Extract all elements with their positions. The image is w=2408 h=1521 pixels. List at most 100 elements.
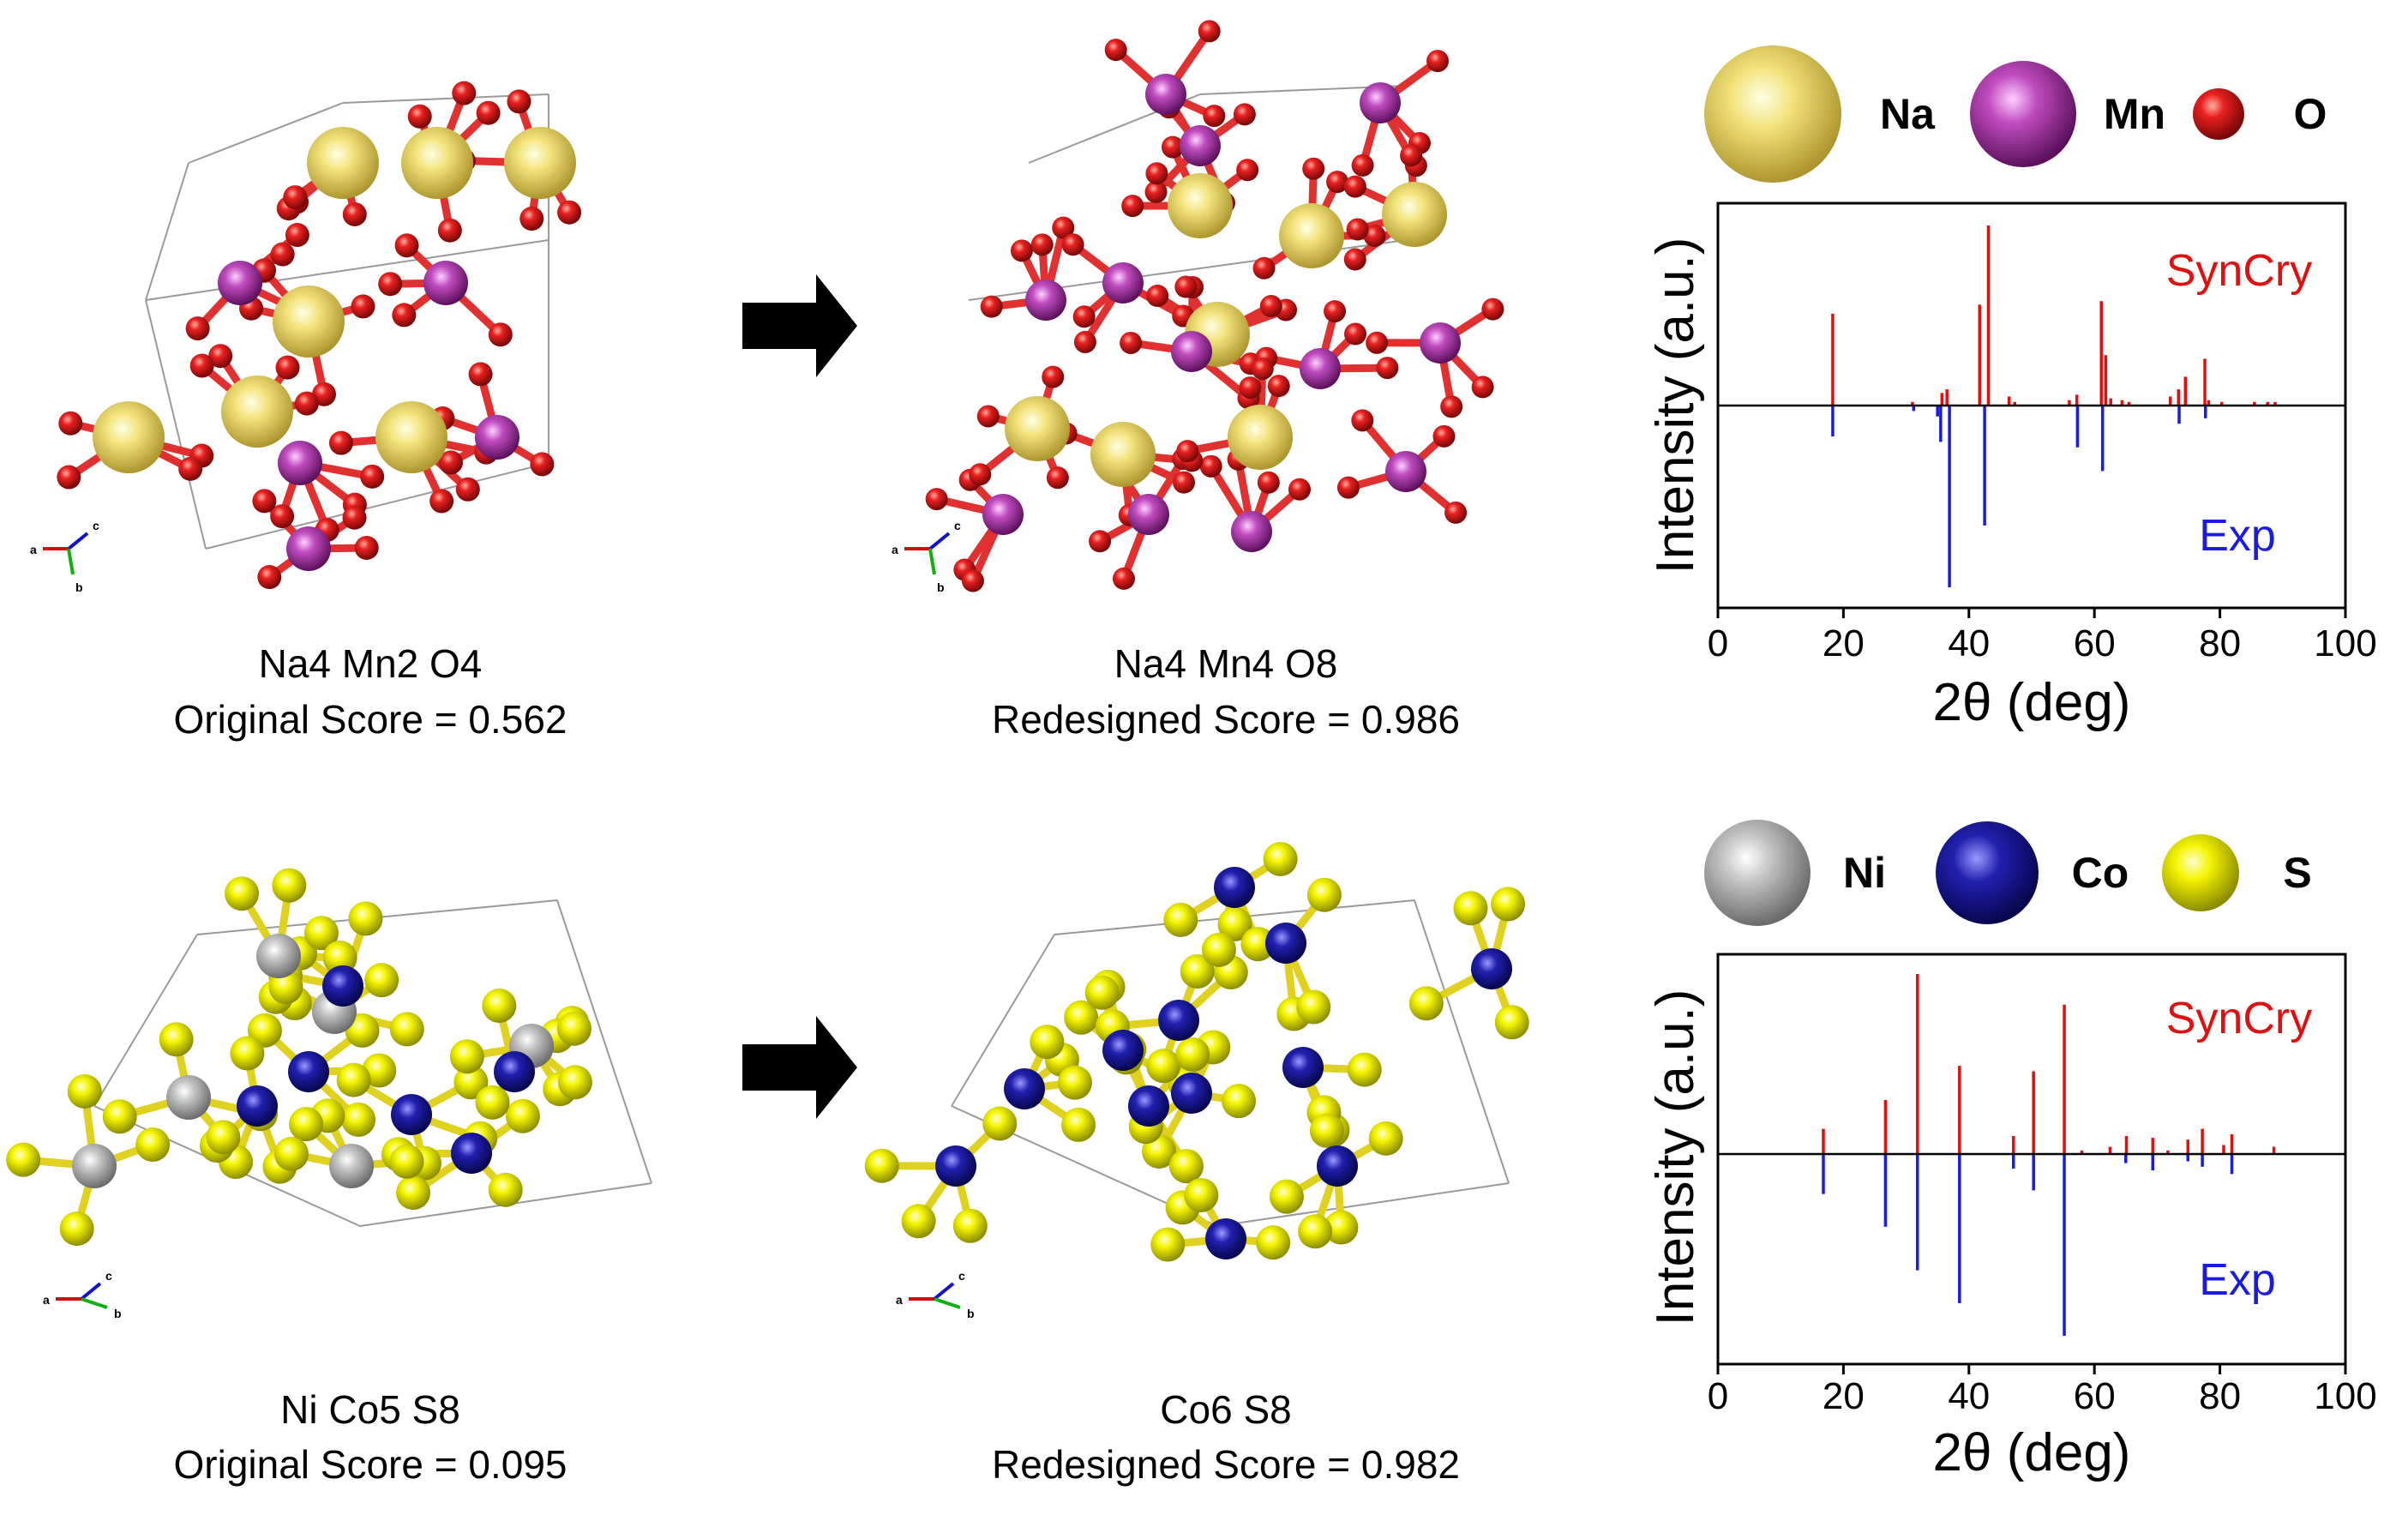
mn-atom <box>1420 322 1461 364</box>
s-atom <box>1491 887 1525 921</box>
s-atom <box>558 1065 592 1099</box>
s-atom <box>6 1143 40 1177</box>
o-atom <box>1426 50 1449 72</box>
s-atom <box>982 1106 1017 1140</box>
x-tick-label: 0 <box>1708 1375 1728 1417</box>
o-atom <box>1176 440 1198 462</box>
o-atom <box>1174 276 1197 298</box>
s-atom <box>1270 1180 1304 1214</box>
o-atom <box>438 219 462 243</box>
s-atom <box>557 1012 591 1046</box>
axis-b-arrow <box>930 549 934 574</box>
s-atom <box>1085 976 1120 1010</box>
o-atom <box>276 356 300 380</box>
s-atom <box>1184 1178 1218 1212</box>
x-tick-label: 80 <box>2199 622 2241 664</box>
o-atom <box>1444 502 1467 524</box>
x-tick-label: 100 <box>2314 622 2376 664</box>
y-axis-label: Intensity (a.u.) <box>1646 989 1705 1326</box>
o-atom <box>1253 257 1276 280</box>
o-atom <box>452 81 476 105</box>
axis-c-arrow <box>934 1284 953 1299</box>
na-atom <box>1228 405 1293 470</box>
o-atom <box>1042 366 1064 388</box>
s-atom <box>159 1022 194 1056</box>
legend-label: Ni <box>1843 849 1886 897</box>
s-atom <box>506 1099 540 1133</box>
o-atom <box>1366 332 1388 354</box>
o-atom <box>351 294 375 318</box>
mn-atom <box>423 261 468 305</box>
co-atom <box>494 1051 535 1092</box>
o-atom <box>557 201 581 225</box>
s-atom <box>364 963 399 997</box>
s-atom <box>396 1175 430 1210</box>
na-atom <box>401 127 473 199</box>
o-atom <box>1347 218 1369 240</box>
o-atom <box>477 101 501 125</box>
mn-atom <box>1180 125 1221 166</box>
axis-c-arrow <box>930 533 949 549</box>
co-atom <box>1205 1218 1246 1259</box>
s-atom <box>390 1012 424 1046</box>
mn-atom <box>1360 82 1401 123</box>
annotation-syncry: SynCry <box>2166 246 2312 296</box>
co-atom <box>935 1145 976 1187</box>
mn-atom <box>1300 348 1341 389</box>
o-atom <box>1260 295 1282 317</box>
o-atom <box>392 303 416 327</box>
original-formula: Ni Co5 S8 <box>280 1387 460 1432</box>
annotation-exp: Exp <box>2199 1255 2276 1305</box>
s-atom <box>865 1149 899 1183</box>
o-atom <box>1288 478 1311 501</box>
annotation-syncry: SynCry <box>2166 994 2312 1043</box>
original-score: Original Score = 0.562 <box>174 697 567 742</box>
o-atom <box>1121 195 1144 217</box>
co-atom <box>1004 1068 1045 1109</box>
o-atom <box>295 392 319 416</box>
axis-c-arrow <box>81 1284 100 1299</box>
o-atom <box>1376 357 1398 379</box>
mn-atom <box>1128 494 1169 535</box>
axis-a-label: a <box>892 543 898 556</box>
o-atom <box>1440 395 1462 418</box>
mn-atom <box>1231 511 1272 552</box>
o-atom <box>1203 105 1225 127</box>
s-atom <box>1453 891 1487 925</box>
crystal-structure-na4mn4o8: acb <box>892 20 1504 594</box>
unit-cell-edge <box>1217 1183 1509 1226</box>
co-atom <box>1102 1030 1144 1071</box>
na-atom <box>93 401 165 473</box>
axis-b-arrow <box>69 549 73 574</box>
axis-c-label: c <box>954 519 961 532</box>
ni-atom <box>72 1144 117 1188</box>
o-atom <box>283 185 307 209</box>
redesigned-formula: Co6 S8 <box>1160 1387 1291 1432</box>
o-atom <box>519 207 543 231</box>
x-tick-label: 40 <box>1948 622 1990 664</box>
s-atom <box>953 1209 988 1243</box>
co-atom <box>1317 1145 1358 1187</box>
o-atom <box>969 463 991 485</box>
original-score: Original Score = 0.095 <box>174 1442 567 1487</box>
s-atom <box>60 1211 94 1246</box>
o-atom <box>257 565 281 589</box>
mn-atom <box>286 526 331 571</box>
o-atom <box>58 412 82 436</box>
o-atom <box>1481 298 1504 321</box>
s-atom <box>1222 1084 1256 1118</box>
o-atom <box>507 89 531 113</box>
s-atom <box>1348 1053 1382 1087</box>
o-atom <box>360 465 384 489</box>
o-atom <box>489 322 513 346</box>
axis-b-arrow <box>934 1299 960 1308</box>
co-atom <box>1282 1047 1324 1088</box>
element-legend: Ni Co S <box>1704 820 2312 926</box>
o-atom <box>1198 20 1221 42</box>
na-atom <box>221 376 293 448</box>
na-atom <box>273 286 345 358</box>
s-atom <box>489 1173 523 1207</box>
s-atom <box>206 1120 240 1154</box>
s-atom <box>1175 1037 1210 1072</box>
mn-atom <box>1025 280 1066 321</box>
